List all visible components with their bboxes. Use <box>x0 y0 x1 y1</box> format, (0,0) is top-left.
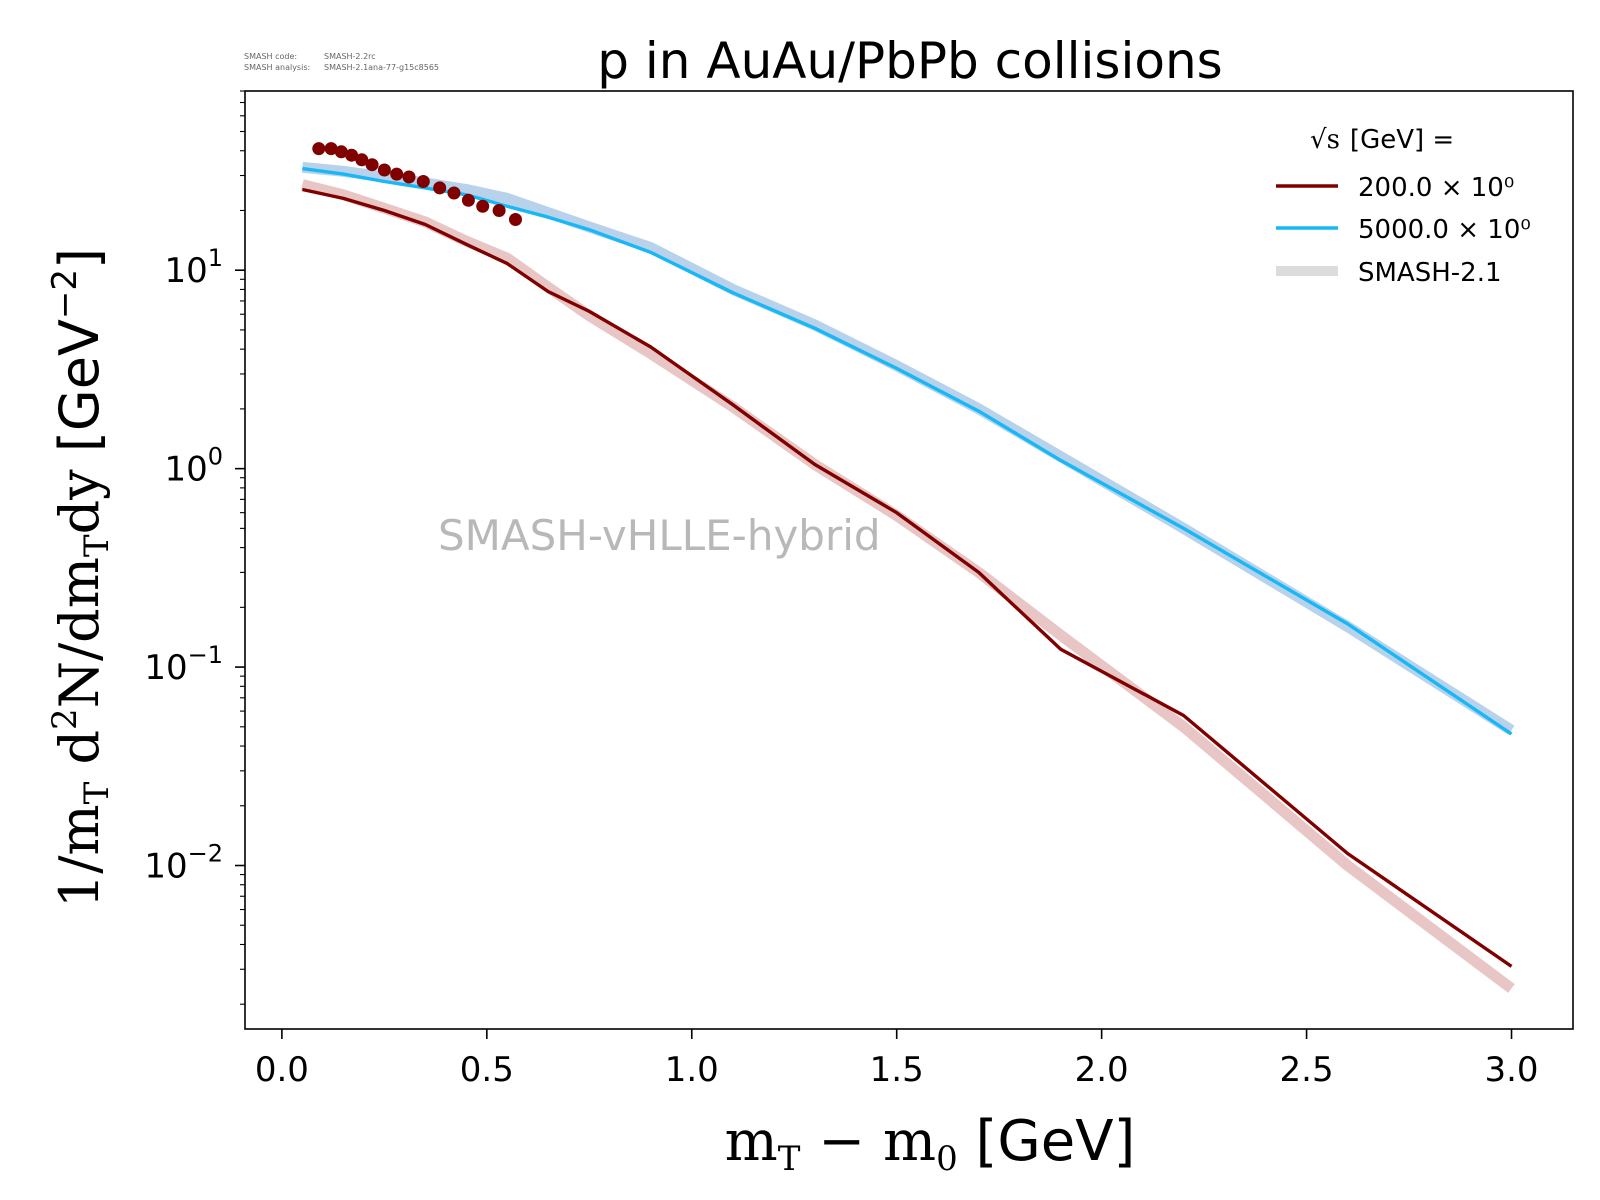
x-tick-label: 2.0 <box>1075 1050 1129 1090</box>
data-point-11 <box>447 186 461 200</box>
data-point-1 <box>324 142 338 156</box>
data-point-7 <box>390 167 404 181</box>
data-points <box>312 142 522 226</box>
legend-title: √s [GeV] = <box>1310 125 1454 155</box>
meta-analysis-value: SMASH-2.1ana-77-g15c8565 <box>324 63 439 72</box>
y-tick-label: 101 <box>164 244 223 291</box>
smash-metadata: SMASH code: SMASH-2.2rc SMASH analysis: … <box>244 52 439 72</box>
meta-code-label: SMASH code: <box>244 52 297 61</box>
data-point-13 <box>476 199 490 213</box>
plot-frame <box>244 90 1574 1030</box>
x-tick-label: 2.5 <box>1280 1050 1334 1090</box>
data-point-4 <box>355 153 369 167</box>
band-smash-2-1-200 <box>301 179 1515 993</box>
data-point-14 <box>492 204 506 217</box>
watermark-text: SMASH-vHLLE-hybrid <box>438 511 881 560</box>
data-point-2 <box>334 145 348 159</box>
data-point-9 <box>416 175 430 188</box>
y-tick-label: 100 <box>164 443 223 490</box>
legend-entry-200: 200.0 × 10⁰ <box>1358 173 1514 203</box>
x-tick-label: 1.0 <box>665 1050 719 1090</box>
data-point-3 <box>345 148 359 162</box>
legend-entry-smash: SMASH-2.1 <box>1358 258 1502 288</box>
y-axis-label: 1/mT d2N/dmTdy [GeV−2] <box>45 248 117 908</box>
series-lines <box>302 166 1513 968</box>
x-tick-label: 0.0 <box>255 1050 309 1090</box>
meta-analysis-label: SMASH analysis: <box>244 63 310 72</box>
data-point-8 <box>402 170 416 184</box>
y-tick-label: 10−1 <box>144 641 223 688</box>
legend: √s [GeV] = 200.0 × 10⁰ 5000.0 × 10⁰ SMASH… <box>1276 125 1531 288</box>
x-tick-label: 1.5 <box>870 1050 924 1090</box>
data-point-5 <box>365 158 379 172</box>
data-point-15 <box>509 213 522 226</box>
data-point-10 <box>433 181 447 195</box>
line-series-200-0-10 <box>302 187 1513 968</box>
line-series-5000-0-10 <box>302 166 1513 736</box>
data-point-6 <box>377 163 391 177</box>
meta-code-value: SMASH-2.2rc <box>324 52 376 61</box>
data-point-0 <box>312 142 326 156</box>
chart-title: p in AuAu/PbPb collisions <box>597 32 1222 90</box>
x-tick-label: 0.5 <box>460 1050 514 1090</box>
legend-entry-5000: 5000.0 × 10⁰ <box>1358 215 1531 245</box>
y-axis-ticks: 10−2 10−1 100 101 <box>144 90 245 1005</box>
x-axis-label: mT − m0 [GeV] <box>725 1109 1136 1179</box>
data-point-12 <box>461 193 475 207</box>
x-tick-label: 3.0 <box>1484 1050 1538 1090</box>
legend-title-rest: [GeV] = <box>1350 125 1454 155</box>
y-tick-label: 10−2 <box>144 840 223 887</box>
legend-title-symbol: √s <box>1310 125 1340 155</box>
x-axis-ticks: 0.0 0.5 1.0 1.5 2.0 2.5 3.0 <box>255 1029 1539 1090</box>
